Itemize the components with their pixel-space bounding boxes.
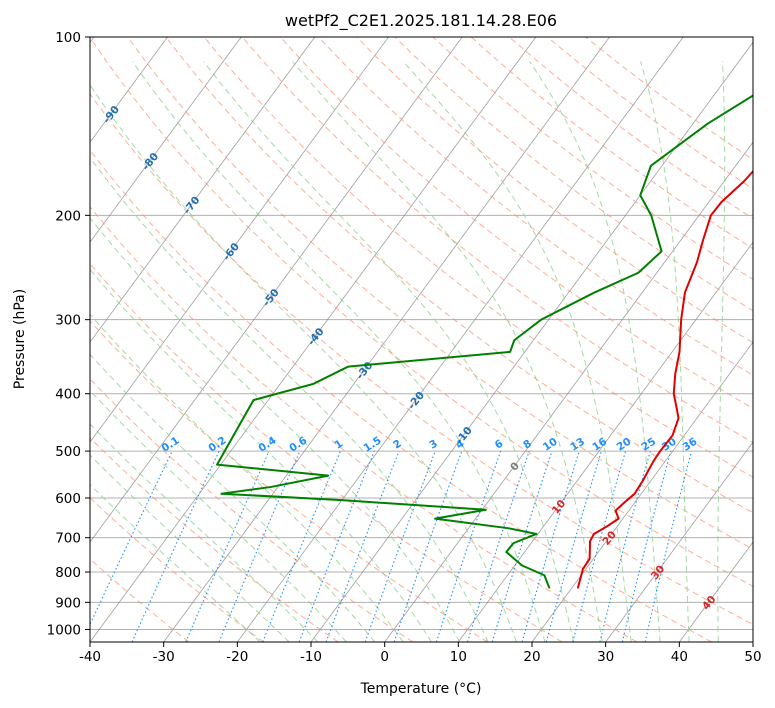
y-tick-label: 700 bbox=[55, 531, 81, 547]
moist-adiabat-line bbox=[90, 84, 517, 642]
moist-adiabat-line bbox=[90, 268, 432, 642]
mixing-ratio-line bbox=[572, 450, 627, 642]
mixing-ratio-line bbox=[466, 450, 530, 642]
y-axis-label: Pressure (hPa) bbox=[12, 289, 28, 389]
x-tick-label: 0 bbox=[380, 649, 389, 665]
x-tick-label: -40 bbox=[79, 649, 101, 665]
y-tick-label: 200 bbox=[55, 208, 81, 224]
dry-adiabat-line bbox=[356, 37, 753, 344]
isotherm-line bbox=[90, 37, 316, 343]
dry-adiabat-line bbox=[90, 378, 414, 642]
moist-adiabat-line bbox=[402, 61, 632, 642]
isotherm-line bbox=[531, 341, 753, 642]
dry-adiabat-line bbox=[90, 37, 753, 587]
moist-adiabat-line bbox=[717, 61, 726, 642]
x-tick-label: 10 bbox=[450, 649, 467, 665]
dry-adiabat-line bbox=[279, 37, 753, 410]
mixing-ratio-line bbox=[435, 450, 502, 642]
x-tick-label: 50 bbox=[744, 649, 761, 665]
dry-adiabat-line bbox=[90, 262, 563, 642]
y-tick-label: 100 bbox=[55, 30, 81, 46]
isotherm-line bbox=[384, 141, 753, 642]
mixing-ratio-line bbox=[545, 450, 602, 642]
isotherm-line bbox=[458, 241, 753, 642]
isotherm-line bbox=[163, 37, 610, 642]
mixing-ratio-line bbox=[218, 450, 301, 642]
sounding-lines bbox=[216, 94, 753, 589]
isotherm-line bbox=[310, 41, 753, 642]
y-tick-label: 300 bbox=[55, 313, 81, 329]
mixing-ratio-line bbox=[621, 450, 672, 642]
background-lines bbox=[90, 37, 753, 642]
moist-adiabat-line bbox=[640, 61, 690, 642]
dry-adiabat-line bbox=[165, 37, 753, 514]
isotherm-line bbox=[605, 441, 753, 642]
dewpoint-line bbox=[216, 94, 753, 589]
isotherm-line bbox=[90, 37, 389, 443]
isotherm-line bbox=[90, 37, 242, 243]
mixing-ratio-line bbox=[393, 450, 463, 642]
x-tick-label: 20 bbox=[523, 649, 540, 665]
isotherm-line bbox=[237, 37, 684, 642]
chart-title: wetPf2_C2E1.2025.181.14.28.E06 bbox=[285, 11, 557, 31]
moist-adiabat-line bbox=[90, 353, 376, 642]
mixing-ratio-line bbox=[364, 450, 436, 642]
x-axis-label: Temperature (°C) bbox=[360, 681, 482, 697]
y-tick-label: 400 bbox=[55, 387, 81, 403]
mixing-ratio-line bbox=[325, 450, 400, 642]
dry-adiabat-line bbox=[318, 37, 753, 376]
dry-adiabat-line bbox=[90, 206, 638, 642]
y-tick-label: 800 bbox=[55, 565, 81, 581]
x-axis: -40 -30 -20 -10 0 10 20 30 40 50 bbox=[79, 642, 762, 665]
dry-adiabat-line bbox=[127, 37, 753, 550]
mixing-ratio-line bbox=[491, 450, 553, 642]
x-tick-label: 30 bbox=[597, 649, 614, 665]
moist-adiabat-line bbox=[90, 217, 461, 642]
x-tick-label: -20 bbox=[226, 649, 248, 665]
mixing-ratio-line bbox=[644, 450, 693, 642]
y-tick-label: 500 bbox=[55, 444, 81, 460]
mixing-ratio-line bbox=[298, 450, 375, 642]
moist-adiabat-line bbox=[529, 61, 661, 642]
mixing-ratio-line bbox=[262, 450, 342, 642]
dry-adiabat-line bbox=[90, 93, 753, 626]
y-axis: 100 200 300 400 500 600 700 800 900 1000 bbox=[47, 30, 90, 638]
isotherm-line bbox=[90, 37, 537, 642]
isotherm-line bbox=[90, 37, 463, 543]
moist-adiabat-line bbox=[291, 61, 603, 642]
moist-adiabat-line bbox=[90, 483, 261, 642]
plot-frame bbox=[89, 36, 754, 643]
x-tick-label: -30 bbox=[153, 649, 175, 665]
moist-adiabat-line bbox=[203, 61, 575, 642]
x-tick-label: -10 bbox=[300, 649, 322, 665]
mixing-ratio-line bbox=[521, 450, 580, 642]
moist-adiabat-line bbox=[90, 423, 319, 642]
temperature-line bbox=[576, 169, 753, 589]
mixing-ratio-line bbox=[599, 450, 651, 642]
y-tick-label: 600 bbox=[55, 491, 81, 507]
y-tick-label: 1000 bbox=[47, 622, 81, 638]
isotherm-line bbox=[90, 37, 168, 143]
dry-adiabat-line bbox=[90, 149, 712, 642]
moist-adiabat-line bbox=[90, 454, 290, 642]
y-tick-label: 900 bbox=[55, 595, 81, 611]
moist-adiabat-line bbox=[90, 313, 404, 642]
x-tick-label: 40 bbox=[671, 649, 688, 665]
